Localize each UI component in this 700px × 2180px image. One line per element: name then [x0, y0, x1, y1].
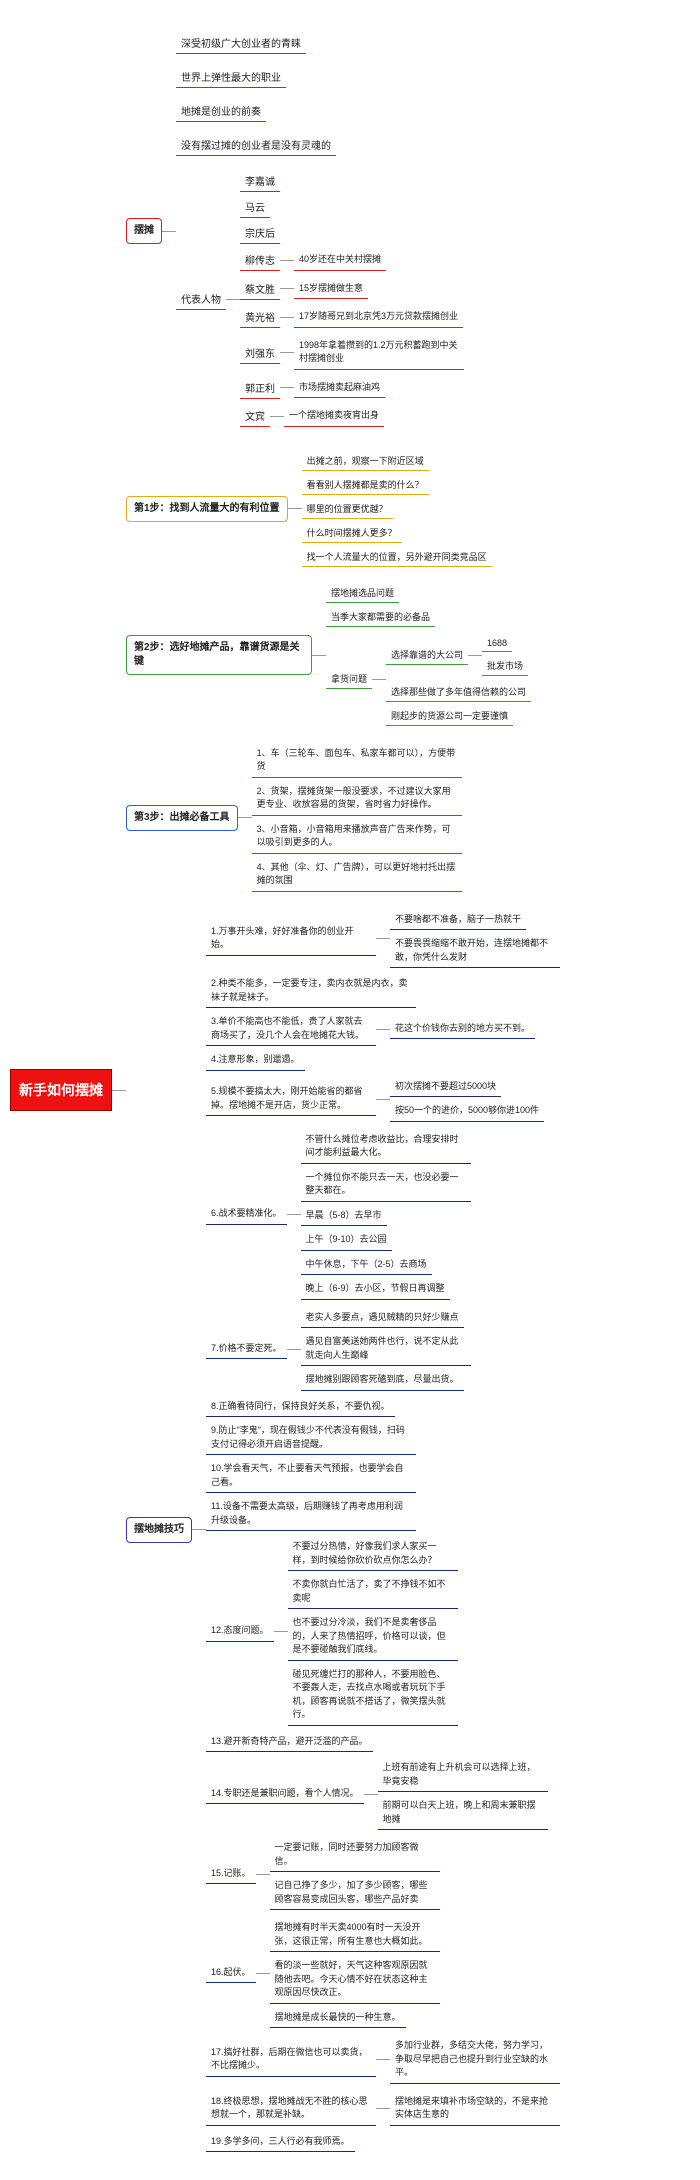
- mindmap-node: 老实人多要点，遇见贼精的只好少赚点: [301, 1308, 464, 1329]
- mindmap-node: 出摊之前，观察一下附近区域: [302, 451, 429, 471]
- mindmap-node: 批发市场: [482, 656, 528, 676]
- mindmap-node: 刘强东: [240, 342, 280, 364]
- mindmap-node: 40岁还在中关村摆摊: [294, 250, 386, 271]
- mindmap-node: 宗庆后: [240, 222, 280, 244]
- mindmap-node: 当季大家都需要的必备品: [326, 607, 435, 627]
- mindmap-box: 第3步：出摊必备工具: [126, 805, 238, 831]
- mindmap-node: 深受初级广大创业者的青睐: [176, 32, 306, 54]
- mindmap-node: 9.防止"李鬼"，现在假钱少不代表没有假钱，扫码支付记得必须开启语音提醒。: [206, 1421, 416, 1455]
- mindmap-node: 上班有前途有上升机会可以选择上班，毕竟安稳: [378, 1758, 548, 1792]
- mindmap-node: 早晨（5-8）去早市: [301, 1206, 387, 1227]
- mindmap-node: 黄光裕: [240, 306, 280, 328]
- mindmap-node: 代表人物: [176, 288, 226, 310]
- mindmap-node: 摆地摊是来填补市场空缺的，不是来抢实体店生意的: [390, 2092, 560, 2126]
- mindmap-node: 不卖你就白忙活了，卖了不挣钱不如不卖呢: [288, 1575, 458, 1609]
- mindmap-node: 中午休息，下午（2-5）去商场: [301, 1255, 432, 1276]
- mindmap-box: 第2步：选好地摊产品，靠谱货源是关键: [126, 635, 312, 675]
- mindmap-node: 不要过分热情，好像我们求人家买一样，到时候给你砍价砍点你怎么办？: [288, 1537, 458, 1571]
- mindmap-node: 2.种类不能多，一定要专注，卖内衣就是内衣，卖袜子就是袜子。: [206, 974, 416, 1008]
- mindmap-node: 碰见死缠烂打的那种人，不要用脸色、不要轰人走，去找点水喝或者玩玩下手机，顾客再说…: [288, 1665, 458, 1726]
- mindmap-node: 17岁随哥兄到北京凭3万元贷款摆摊创业: [294, 307, 463, 328]
- mindmap-node: 1688: [482, 635, 512, 652]
- mindmap-node: 初次摆摊不要超过5000块: [390, 1077, 501, 1098]
- mindmap-node: 摆地摊别跟顾客死磕到底，尽量出货。: [301, 1370, 464, 1391]
- mindmap-node: 6.战术要精准化。: [206, 1204, 287, 1225]
- mindmap-node: 14.专职还是兼职问题，看个人情况。: [206, 1784, 364, 1805]
- mindmap-node: 一个摆地摊卖夜宵出身: [284, 406, 384, 427]
- mindmap-node: 多加行业群，多结交大佬，努力学习，争取尽早把自己也提升到行业空缺的水平。: [390, 2036, 560, 2084]
- mindmap-node: 看的淡一些就好，天气这种客观原因就随他去吧。今天心情不好在状态这种主观原因尽快改…: [270, 1956, 440, 2004]
- mindmap-node: 没有摆过摊的创业者是没有灵魂的: [176, 134, 336, 156]
- mindmap-node: 市场摆摊卖起麻油鸡: [294, 378, 385, 399]
- mindmap-node: 花这个价钱你去别的地方买不到。: [390, 1019, 535, 1040]
- mindmap-box: 第1步：找到人流量大的有利位置: [126, 496, 288, 522]
- mindmap-node: 文宾: [240, 405, 270, 427]
- mindmap-node: 晚上（6-9）去小区，节假日再调整: [301, 1279, 450, 1300]
- mindmap-node: 1998年拿着攒到的1.2万元积蓄跑到中关村摆摊创业: [294, 336, 464, 370]
- mindmap-node: 按50一个的进价，5000够你进100件: [390, 1101, 544, 1122]
- mindmap-node: 李嘉诚: [240, 170, 280, 192]
- mindmap-node: 16.起伏。: [206, 1963, 256, 1984]
- mindmap-node: 记自己挣了多少，加了多少顾客，哪些顾客容易变成回头客，哪些产品好卖: [270, 1876, 440, 1910]
- mindmap-node: 前期可以白天上班，晚上和周末兼职摆地摊: [378, 1796, 548, 1830]
- mindmap-node: 选择那些做了多年值得信赖的公司: [386, 682, 531, 702]
- mindmap-box: 摆地摊技巧: [126, 1517, 192, 1543]
- mindmap-node: 15.记账。: [206, 1864, 256, 1885]
- mindmap-node: 刚起步的货源公司一定要谨慎: [386, 706, 513, 726]
- mindmap-node: 3.单价不能高也不能低，贵了人家就去商场买了，没几个人会在地摊花大钱。: [206, 1012, 376, 1046]
- mindmap-node: 4、其他（伞、灯、广告牌），可以更好地衬托出摆摊的氛围: [252, 858, 462, 892]
- mindmap-node: 遇见自富美送她两件也行，说不定从此就走向人生巅峰: [301, 1332, 471, 1366]
- mindmap-node: 17.搞好社群，后期在微信也可以卖货，不比摆摊少。: [206, 2043, 376, 2077]
- mindmap-node: 8.正确看待同行，保持良好关系，不要仇视。: [206, 1397, 395, 1418]
- mindmap-node: 上午（9-10）去公园: [301, 1230, 392, 1251]
- mindmap-node: 4.注意形象，别邋遢。: [206, 1050, 305, 1071]
- mindmap-node: 5.规模不要搞太大，刚开始能省的都省掉。摆地摊不是开店，货少正常。: [206, 1082, 376, 1116]
- mindmap-node: 什么时间摆摊人更多？: [302, 523, 402, 543]
- mindmap-node: 1、车（三轮车、面包车、私家车都可以），方便带货: [252, 744, 462, 778]
- mindmap-node: 2、货架，摆摊货架一般没要求，不过建议大家用更专业、收放容易的货架，省时省力好操…: [252, 782, 462, 816]
- mindmap-node: 摆地摊选品问题: [326, 583, 399, 603]
- mindmap-node: 不要啥都不准备，脑子一热就干: [390, 910, 526, 931]
- mindmap-node: 18.终极思想，摆地摊战无不胜的核心思想就一个，那就是补缺。: [206, 2092, 376, 2126]
- mindmap-node: 一个摊位你不能只去一天，也没必要一整天都在。: [301, 1168, 471, 1202]
- root-node: 新手如何摆摊: [10, 1069, 112, 1111]
- mindmap-node: 拿货问题: [326, 669, 372, 689]
- mindmap-node: 摆地摊有时半天卖4000有时一天没开张，这很正常，所有生意也大概如此。: [270, 1918, 440, 1952]
- mindmap-node: 马云: [240, 196, 270, 218]
- mindmap-node: 1.万事开头难，好好准备你的创业开始。: [206, 922, 376, 956]
- mindmap-box: 摆摊: [126, 218, 162, 244]
- mindmap-node: 选择靠谱的大公司: [386, 645, 468, 665]
- mindmap-node: 看看别人摆摊都是卖的什么？: [302, 475, 429, 495]
- mindmap-node: 也不要过分冷淡，我们不是卖奢侈品的，人来了热情招呼，价格可以谈，但是不要碰触我们…: [288, 1613, 458, 1661]
- mindmap-node: 找一个人流量大的位置，另外避开同类竞品区: [302, 547, 492, 567]
- mindmap-node: 10.学会看天气，不止要看天气预报，也要学会自己看。: [206, 1459, 416, 1493]
- mindmap-node: 12.态度问题。: [206, 1621, 274, 1642]
- mindmap-node: 15岁摆摊做生意: [294, 279, 368, 300]
- mindmap-node: 不管什么摊位考虑收益比，合理安排时间才能利益最大化。: [301, 1130, 471, 1164]
- mindmap-node: 地摊是创业的前奏: [176, 100, 266, 122]
- mindmap-node: 不要畏畏缩缩不敢开始，连摆地摊都不敢，你凭什么发财: [390, 934, 560, 968]
- mindmap-node: 郭正利: [240, 377, 280, 399]
- mindmap-node: 一定要记账，同时还要努力加顾客微信。: [270, 1838, 440, 1872]
- mindmap-node: 3、小音箱，小音箱用来播放声音广告来作势，可以吸引到更多的人。: [252, 820, 462, 854]
- mindmap-node: 7.价格不要定死。: [206, 1339, 287, 1360]
- mindmap-node: 19.多学多问，三人行必有我师焉。: [206, 2132, 355, 2153]
- mindmap-node: 蔡文胜: [240, 278, 280, 300]
- mindmap-node: 13.避开新奇特产品，避开泛滥的产品。: [206, 1732, 373, 1753]
- mindmap-node: 哪里的位置更优越？: [302, 499, 393, 519]
- mindmap-node: 柳传志: [240, 249, 280, 271]
- mindmap-node: 11.设备不需要太高级，后期赚钱了再考虑用利润升级设备。: [206, 1497, 416, 1531]
- mindmap-node: 世界上弹性最大的职业: [176, 66, 286, 88]
- mindmap-node: 摆地摊是成长最快的一种生意。: [270, 2008, 406, 2029]
